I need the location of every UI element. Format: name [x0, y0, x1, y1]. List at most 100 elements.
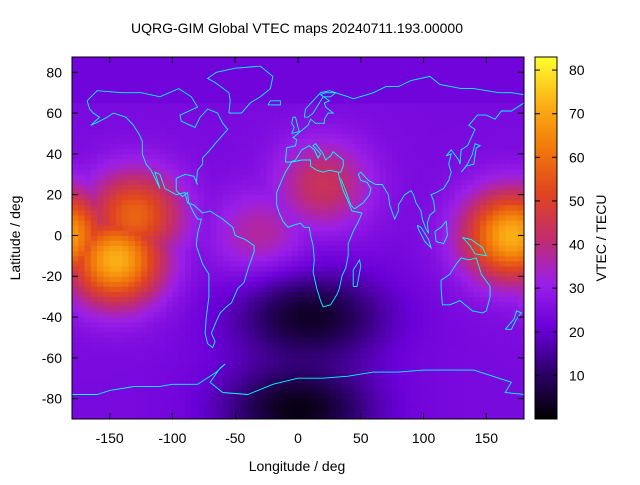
heatmap-cell	[461, 153, 468, 160]
heatmap-cell	[392, 250, 399, 257]
heatmap-cell	[191, 194, 198, 201]
heatmap-cell	[373, 77, 381, 83]
heatmap-cell	[411, 255, 418, 262]
heatmap-cell	[72, 393, 79, 400]
heatmap-cell	[216, 102, 224, 109]
heatmap-cell	[191, 57, 198, 63]
heatmap-cell	[417, 347, 424, 354]
heatmap-cell	[134, 322, 142, 328]
heatmap-cell	[159, 408, 167, 415]
heatmap-cell	[191, 107, 198, 114]
heatmap-cell	[486, 194, 494, 201]
heatmap-cell	[197, 357, 205, 364]
heatmap-cell	[166, 209, 173, 216]
heatmap-cell	[90, 164, 98, 170]
heatmap-cell	[367, 301, 374, 308]
heatmap-cell	[78, 230, 85, 236]
heatmap-cell	[254, 291, 261, 298]
heatmap-cell	[304, 158, 311, 165]
heatmap-cell	[505, 118, 512, 124]
heatmap-cell	[279, 97, 286, 104]
heatmap-cell	[78, 62, 85, 68]
heatmap-cell	[178, 301, 186, 308]
heatmap-cell	[272, 347, 280, 354]
heatmap-cell	[467, 87, 475, 94]
heatmap-cell	[348, 271, 355, 277]
heatmap-cell	[348, 118, 355, 124]
heatmap-cell	[436, 62, 443, 68]
heatmap-cell	[316, 113, 324, 119]
heatmap-cell	[379, 362, 387, 369]
heatmap-cell	[197, 123, 205, 129]
heatmap-cell	[379, 332, 387, 338]
heatmap-cell	[203, 235, 211, 241]
heatmap-cell	[191, 347, 198, 354]
heatmap-cell	[260, 57, 268, 63]
heatmap-cell	[404, 306, 412, 313]
heatmap-cell	[367, 158, 374, 165]
heatmap-cell	[480, 271, 487, 277]
heatmap-cell	[442, 296, 450, 303]
heatmap-cell	[448, 87, 456, 94]
heatmap-cell	[335, 118, 343, 124]
heatmap-cell	[429, 118, 437, 124]
heatmap-cell	[348, 77, 355, 83]
heatmap-cell	[203, 62, 211, 68]
heatmap-cell	[147, 169, 155, 175]
heatmap-cell	[323, 225, 330, 231]
heatmap-cell	[411, 62, 418, 68]
heatmap-cell	[367, 357, 374, 364]
heatmap-cell	[417, 235, 424, 241]
heatmap-cell	[498, 352, 506, 359]
heatmap-cell	[341, 398, 349, 405]
heatmap-cell	[172, 138, 180, 145]
heatmap-cell	[323, 204, 330, 211]
heatmap-cell	[222, 291, 230, 298]
heatmap-cell	[128, 276, 136, 282]
heatmap-cell	[260, 72, 268, 78]
heatmap-cell	[203, 113, 211, 119]
heatmap-cell	[109, 118, 117, 124]
heatmap-cell	[323, 388, 330, 394]
heatmap-cell	[498, 408, 506, 415]
heatmap-cell	[216, 255, 224, 262]
heatmap-cell	[417, 62, 424, 68]
heatmap-cell	[134, 271, 142, 277]
heatmap-cell	[141, 123, 148, 129]
heatmap-cell	[228, 301, 236, 308]
heatmap-cell	[329, 271, 337, 277]
heatmap-cell	[178, 352, 186, 359]
heatmap-cell	[109, 199, 117, 206]
heatmap-cell	[379, 398, 387, 405]
heatmap-cell	[222, 311, 230, 318]
heatmap-cell	[467, 169, 475, 175]
heatmap-cell	[329, 194, 337, 201]
heatmap-cell	[360, 194, 368, 201]
heatmap-cell	[72, 57, 79, 63]
heatmap-cell	[310, 245, 318, 252]
heatmap-cell	[122, 398, 129, 405]
heatmap-cell	[448, 133, 456, 139]
heatmap-cell	[178, 57, 186, 63]
heatmap-cell	[122, 332, 129, 338]
heatmap-cell	[354, 179, 362, 185]
heatmap-cell	[411, 301, 418, 308]
heatmap-cell	[360, 184, 368, 190]
heatmap-cell	[235, 57, 242, 63]
heatmap-cell	[197, 322, 205, 328]
heatmap-cell	[354, 199, 362, 206]
heatmap-cell	[285, 92, 293, 99]
heatmap-cell	[511, 357, 519, 364]
heatmap-cell	[379, 235, 387, 241]
heatmap-cell	[398, 383, 406, 389]
heatmap-cell	[254, 250, 261, 257]
heatmap-cell	[298, 118, 305, 124]
heatmap-cell	[147, 281, 155, 287]
heatmap-cell	[272, 311, 280, 318]
heatmap-cell	[72, 245, 79, 252]
heatmap-cell	[360, 296, 368, 303]
heatmap-cell	[480, 118, 487, 124]
heatmap-cell	[191, 291, 198, 298]
heatmap-cell	[78, 240, 85, 247]
